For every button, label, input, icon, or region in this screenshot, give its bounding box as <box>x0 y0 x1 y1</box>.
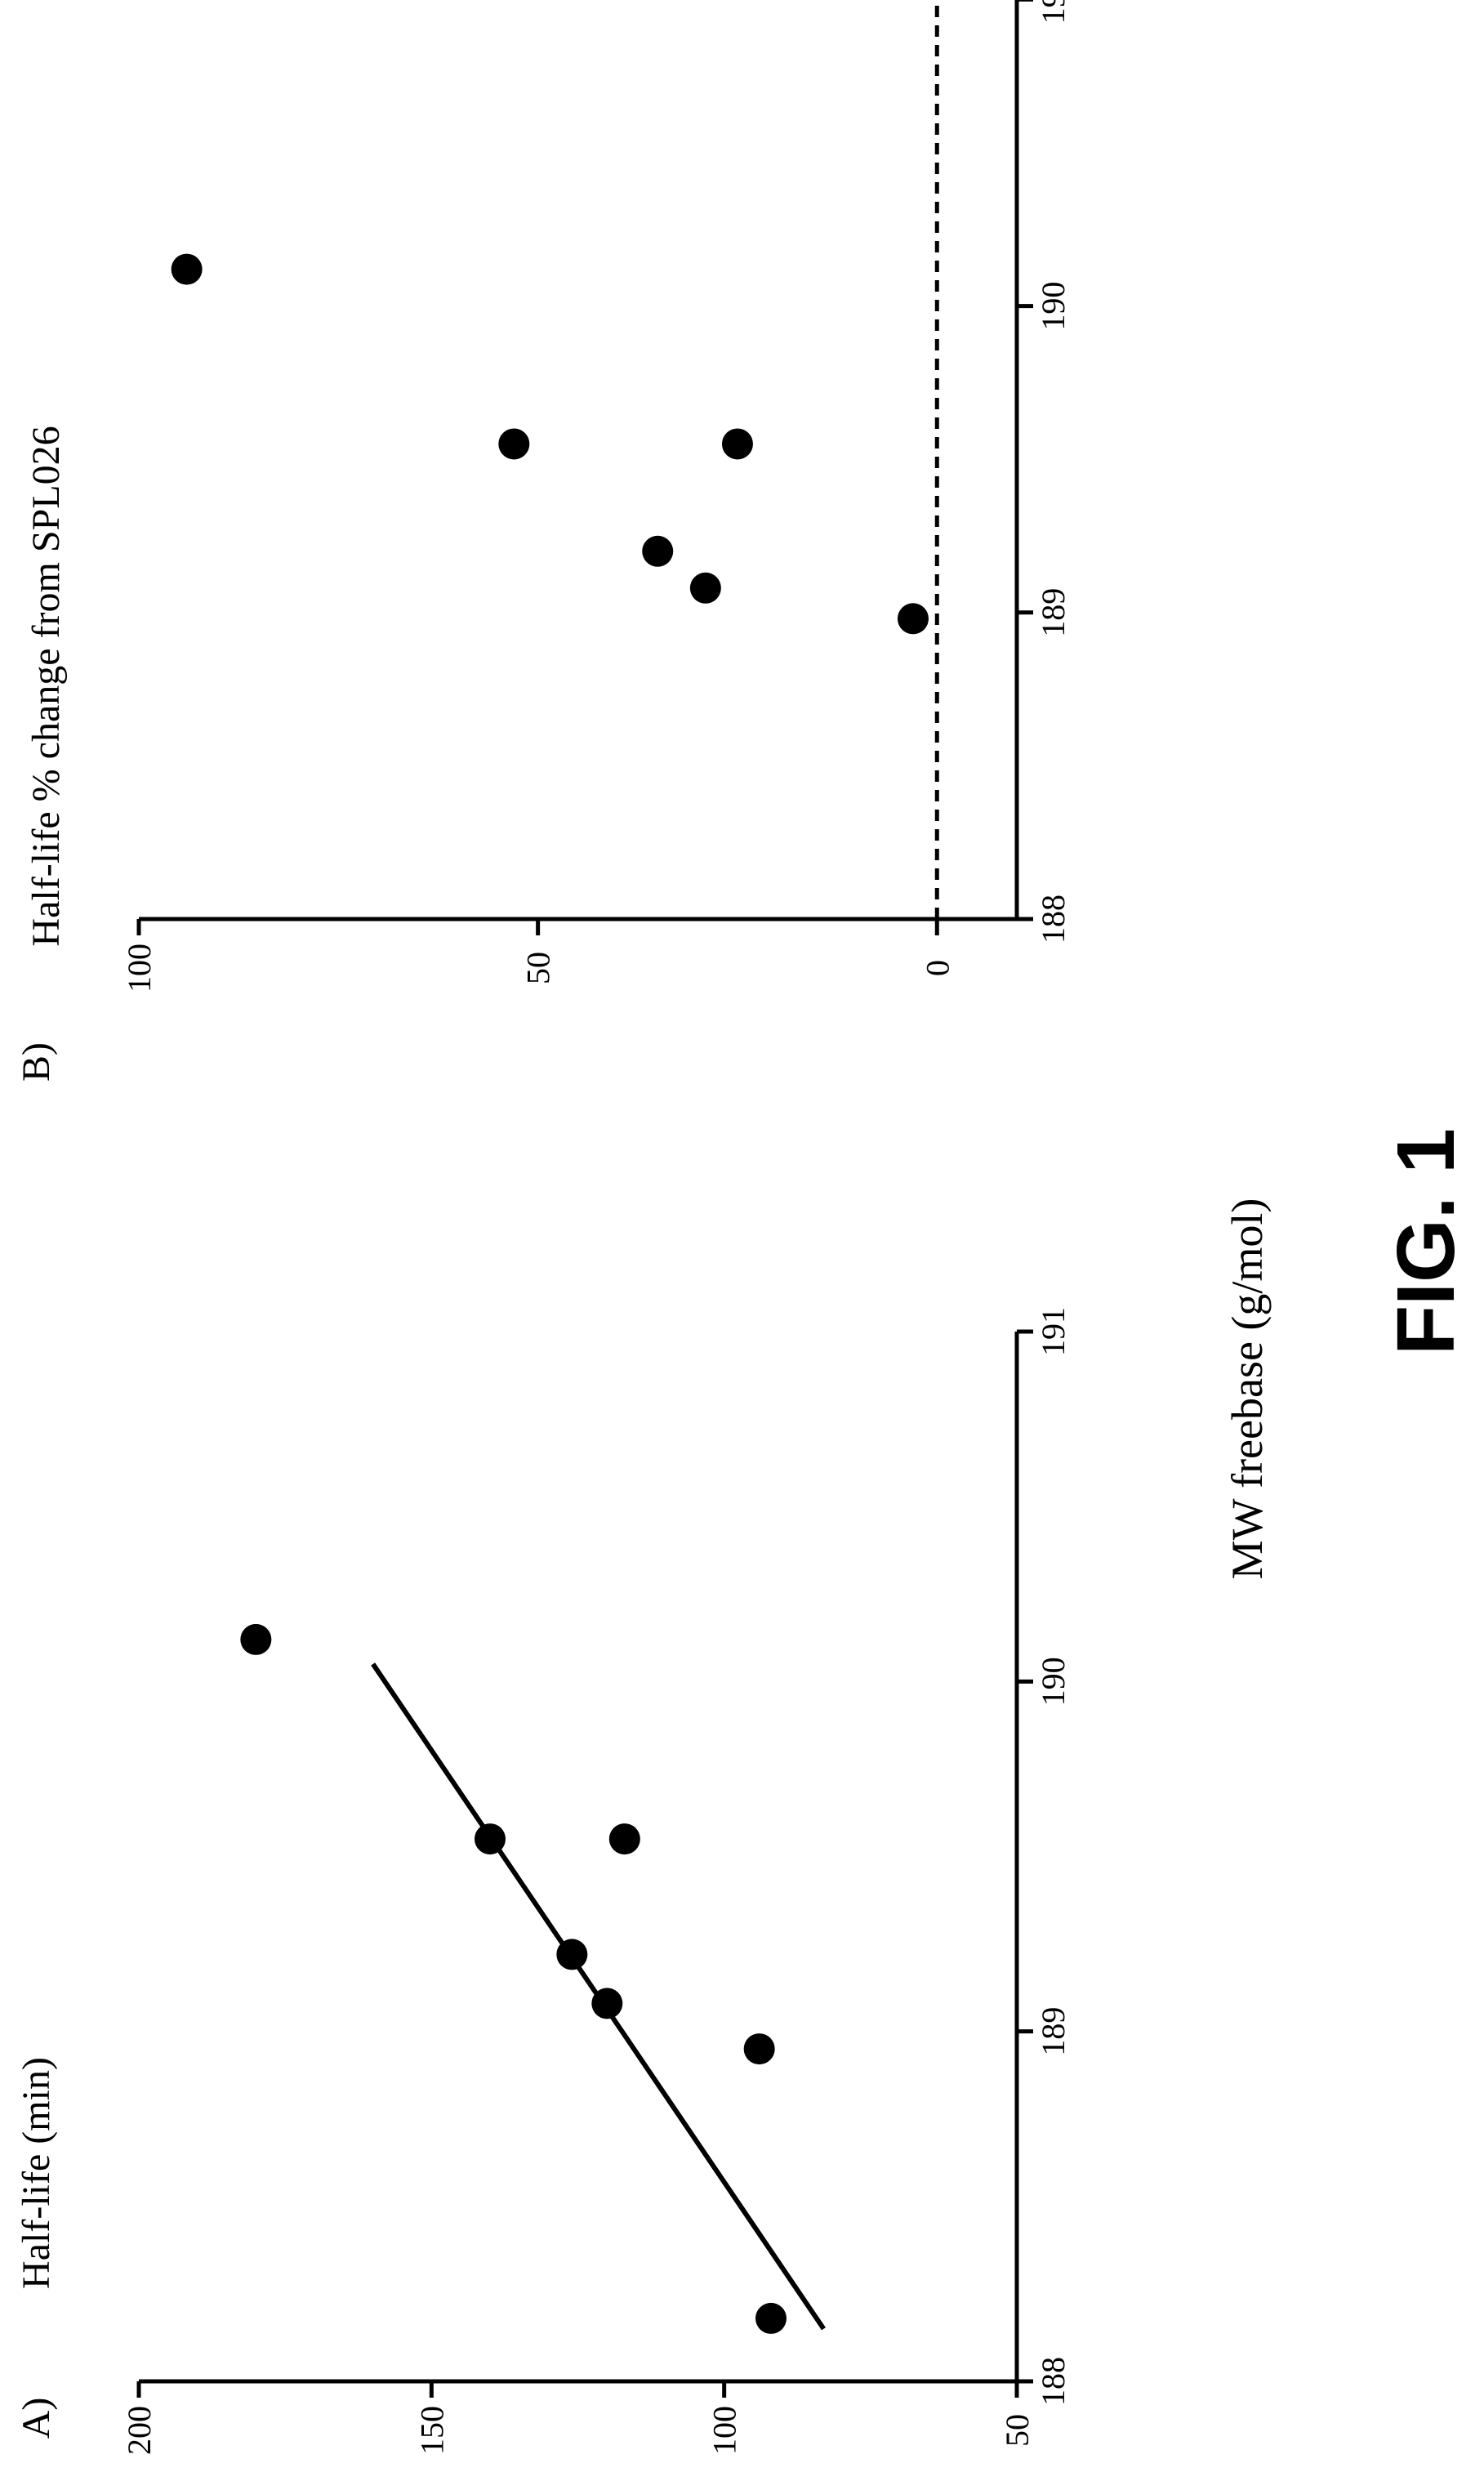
panel-a-point <box>475 1823 506 1855</box>
panel-a-y-tick-label: 50 <box>999 2414 1036 2447</box>
panel-a-point <box>743 2033 775 2065</box>
panel-a-point <box>608 1823 640 1855</box>
panel-b-y-tick-label: 0 <box>919 960 956 976</box>
panel-a-point <box>755 2302 787 2334</box>
panel-b-y-tick-label: 50 <box>520 952 557 984</box>
panel-b-x-tick-label: 190 <box>1035 282 1072 331</box>
panel-a-point <box>591 1988 623 2019</box>
panel-a-ylabel: Half-life (min) <box>15 2057 58 2289</box>
panel-a-x-tick-label: 190 <box>1035 1657 1072 1706</box>
panel-b-label: B) <box>15 1042 58 1082</box>
panel-a-point <box>556 1939 588 1970</box>
panel-a-point <box>240 1623 272 1655</box>
panel-b-axes: 188 189 190 191 0 50 100 <box>121 0 1072 993</box>
panel-b-x-tick-label: 189 <box>1035 588 1072 637</box>
panel-b-x-tick-label: 191 <box>1035 0 1072 24</box>
panel-a-x-tick-label: 189 <box>1035 2007 1072 2056</box>
panel-b-point <box>498 428 530 460</box>
panel-a-label: A) <box>15 2398 58 2439</box>
panel-b-point <box>721 428 753 460</box>
panel-b-point <box>171 253 203 285</box>
panel-a-y-tick-label: 200 <box>121 2406 158 2455</box>
panel-b-x-tick-label: 188 <box>1035 895 1072 944</box>
panel-a-x-tick-label: 188 <box>1035 2357 1072 2406</box>
panel-a-y-tick-label: 150 <box>413 2406 450 2455</box>
panel-b-point <box>689 572 721 604</box>
panel-b-ylabel: Half-life % change from SPL026 <box>25 426 68 946</box>
panel-a-axes: 188 189 190 191 50 100 150 200 <box>121 1307 1072 2455</box>
panel-b: 188 189 190 191 0 50 100 B) Half-life % change… <box>15 0 1072 1082</box>
panel-a: 188 189 190 191 50 100 150 200 A) Half-life (mi… <box>15 1307 1072 2455</box>
panel-b-point <box>642 535 674 567</box>
panel-b-point <box>897 603 929 635</box>
figure-label: FIG. 1 <box>1380 1128 1472 1355</box>
panel-a-marks <box>240 1623 826 2334</box>
shared-xlabel: MW freebase (g/mol) <box>1223 1198 1272 1580</box>
panel-a-y-tick-label: 100 <box>706 2406 743 2455</box>
panel-b-marks <box>171 0 939 919</box>
panel-a-x-tick-label: 191 <box>1035 1307 1072 1356</box>
panel-b-y-tick-label: 100 <box>121 944 158 993</box>
